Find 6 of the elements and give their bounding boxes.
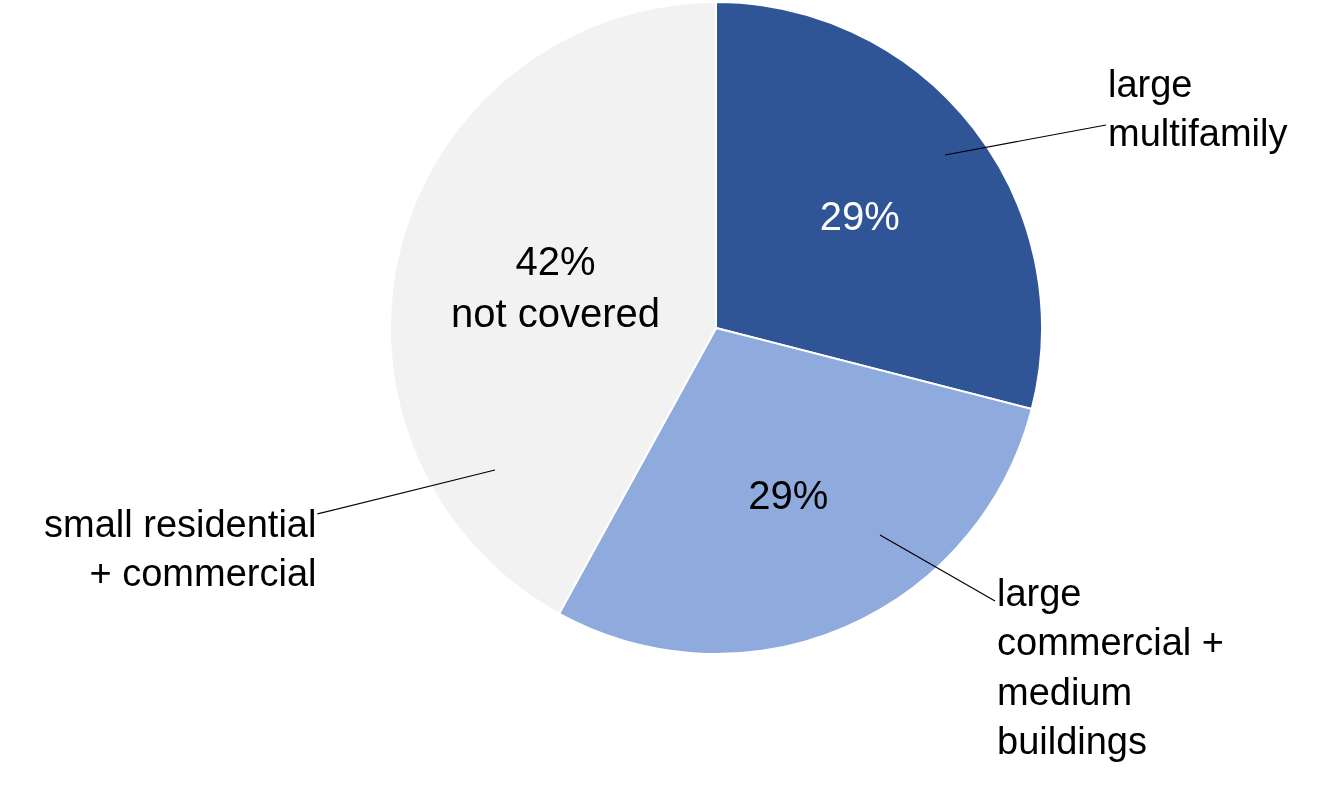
data-label: 29%	[748, 473, 829, 518]
slice-label: large multifamily	[1108, 63, 1288, 155]
data-label: 42% not covered	[451, 238, 661, 335]
data-label: 29%	[819, 194, 900, 239]
slice-label: small residential + commercial	[44, 503, 317, 595]
slice-label: large commercial + medium buildings	[997, 572, 1224, 763]
